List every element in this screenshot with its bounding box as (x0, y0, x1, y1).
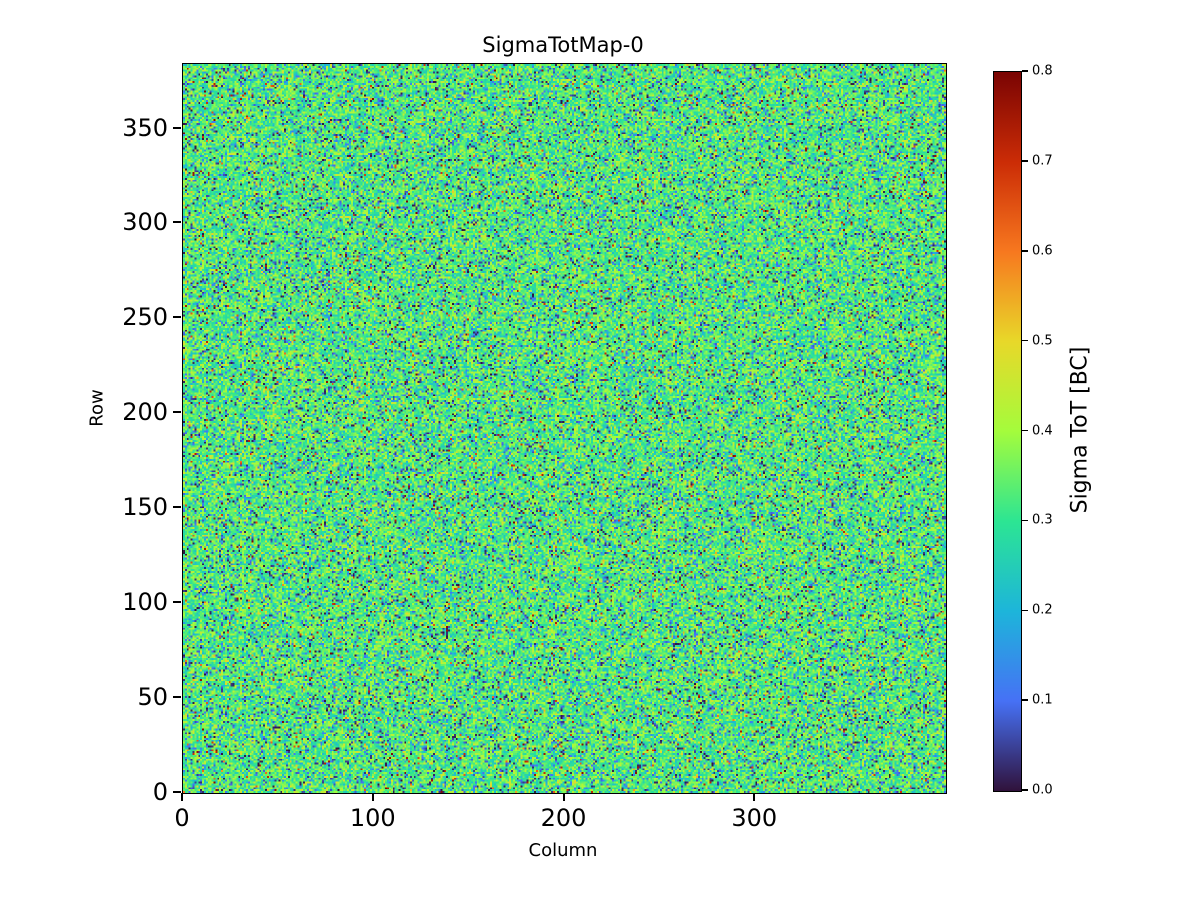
plot-area (182, 63, 947, 794)
colorbar-tick-mark (1022, 519, 1028, 522)
y-tick-mark (173, 316, 181, 319)
y-tick-label: 50 (137, 683, 168, 712)
y-tick-mark (173, 791, 181, 793)
y-tick-label: 200 (122, 398, 168, 427)
y-axis-label: Row (86, 389, 108, 427)
x-tick-label: 300 (731, 804, 778, 832)
y-tick-label: 150 (122, 493, 168, 522)
heatmap-canvas (183, 64, 946, 793)
y-tick-label: 350 (122, 113, 168, 142)
colorbar-tick-mark (1022, 429, 1028, 432)
y-tick-label: 250 (122, 303, 168, 332)
colorbar (993, 71, 1022, 792)
x-axis-label: Column (528, 840, 598, 861)
colorbar-tick-mark (1022, 699, 1028, 701)
colorbar-label: Sigma ToT [BC] (1067, 346, 1093, 514)
x-tick-mark (753, 793, 756, 801)
colorbar-tick-label: 0.3 (1032, 512, 1053, 528)
colorbar-tick-mark (1022, 789, 1028, 791)
x-tick-label: 100 (349, 804, 396, 832)
colorbar-tick-mark (1022, 609, 1028, 611)
colorbar-tick-label: 0.0 (1032, 782, 1053, 798)
y-tick-label: 100 (122, 588, 168, 617)
y-tick-mark (173, 696, 181, 699)
y-tick-mark (173, 126, 181, 129)
y-tick-mark (173, 221, 181, 224)
colorbar-tick-mark (1022, 339, 1028, 342)
y-tick-label: 300 (122, 208, 168, 237)
colorbar-gradient (994, 72, 1021, 791)
colorbar-tick-label: 0.1 (1032, 692, 1053, 708)
colorbar-tick-label: 0.7 (1032, 153, 1053, 169)
y-tick-mark (173, 411, 181, 414)
x-tick-mark (562, 793, 565, 801)
y-tick-label: 0 (152, 778, 168, 806)
x-tick-label: 0 (174, 804, 190, 832)
colorbar-tick-mark (1022, 70, 1028, 72)
x-tick-mark (371, 793, 374, 801)
y-tick-mark (173, 601, 181, 604)
x-tick-label: 200 (540, 804, 587, 832)
colorbar-tick-label: 0.8 (1032, 63, 1053, 79)
colorbar-tick-label: 0.6 (1032, 243, 1053, 259)
colorbar-tick-label: 0.5 (1032, 333, 1053, 349)
colorbar-tick-mark (1022, 250, 1028, 252)
y-tick-mark (173, 506, 181, 509)
x-tick-mark (181, 793, 183, 801)
colorbar-tick-mark (1022, 160, 1028, 162)
colorbar-tick-label: 0.4 (1032, 423, 1053, 438)
colorbar-tick-label: 0.2 (1032, 602, 1053, 618)
chart-title: SigmaTotMap-0 (482, 33, 644, 57)
